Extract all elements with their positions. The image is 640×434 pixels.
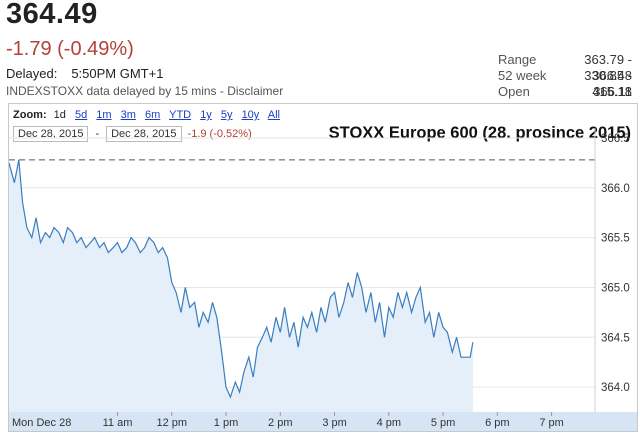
- date-range-separator: -: [95, 128, 100, 140]
- delayed-time: 5:50PM GMT+1: [71, 66, 164, 81]
- range-change: -1.9 (-0.52%): [187, 128, 252, 140]
- zoom-option-1m[interactable]: 1m: [96, 109, 112, 121]
- quote-change: -1.79 (-0.49%): [6, 38, 134, 60]
- stat-label: Open: [498, 84, 530, 99]
- delayed-info: Delayed: 5:50PM GMT+1: [6, 66, 163, 81]
- stat-row-open: Open 366.11: [498, 84, 632, 100]
- stats-panel: Range 363.79 - 366.48 52 week 330.85 - 4…: [498, 52, 632, 100]
- y-tick-label: 366.0: [601, 183, 630, 195]
- zoom-option-1y[interactable]: 1y: [200, 109, 212, 121]
- y-tick-label: 365.0: [601, 282, 630, 294]
- x-tick-label: 4 pm: [377, 417, 401, 429]
- zoom-bar: Zoom: 1d 5d 1m 3m 6m YTD 1y 5y 10y All: [13, 109, 286, 121]
- stat-label: 52 week: [498, 68, 547, 83]
- series-line: [9, 159, 474, 399]
- x-axis-band: [9, 412, 637, 431]
- x-tick-label: 5 pm: [431, 417, 455, 429]
- data-source-note: INDEXSTOXX data delayed by 15 mins - Dis…: [6, 84, 284, 98]
- x-tick-label: 1 pm: [214, 417, 238, 429]
- price-chart: 364.0 364.5 365.0 365.5 366.0 366.5 Mon Dec 28…: [9, 128, 637, 431]
- zoom-option-3m[interactable]: 3m: [120, 109, 136, 121]
- zoom-option-all[interactable]: All: [267, 109, 280, 121]
- stat-value: 363.79 - 366.48: [584, 52, 632, 83]
- stat-row-range: Range 363.79 - 366.48: [498, 52, 632, 83]
- y-tick-label: 364.0: [601, 382, 630, 394]
- x-tick-label: 2 pm: [268, 417, 292, 429]
- stat-row-52-week: 52 week 330.85 - 415.18: [498, 68, 632, 99]
- y-tick-label: 366.5: [601, 133, 630, 145]
- quote-price: 364.49: [6, 0, 98, 30]
- x-tick-label: Mon Dec 28: [12, 417, 71, 429]
- stat-label: Range: [498, 52, 537, 67]
- zoom-option-5d[interactable]: 5d: [74, 109, 88, 121]
- x-tick-label: 3 pm: [322, 417, 346, 429]
- x-tick-label: 6 pm: [485, 417, 509, 429]
- y-tick-label: 365.5: [601, 233, 630, 245]
- delayed-label: Delayed:: [6, 66, 58, 81]
- stat-value: 330.85 - 415.18: [584, 68, 632, 99]
- stat-value: 366.11: [593, 84, 632, 99]
- y-tick-label: 364.5: [601, 332, 630, 344]
- zoom-option-5y[interactable]: 5y: [220, 109, 233, 121]
- x-tick-label: 11 am: [103, 417, 133, 429]
- zoom-option-10y[interactable]: 10y: [241, 109, 260, 121]
- x-tick-label: 12 pm: [156, 417, 187, 429]
- series-area: [9, 159, 473, 412]
- zoom-label: Zoom:: [13, 109, 47, 121]
- zoom-option-1d[interactable]: 1d: [53, 109, 66, 121]
- zoom-option-ytd[interactable]: YTD: [169, 109, 192, 121]
- x-tick-label: 7 pm: [539, 417, 563, 429]
- chart-container: Zoom: 1d 5d 1m 3m 6m YTD 1y 5y 10y All D…: [8, 103, 638, 432]
- zoom-option-6m[interactable]: 6m: [144, 109, 161, 121]
